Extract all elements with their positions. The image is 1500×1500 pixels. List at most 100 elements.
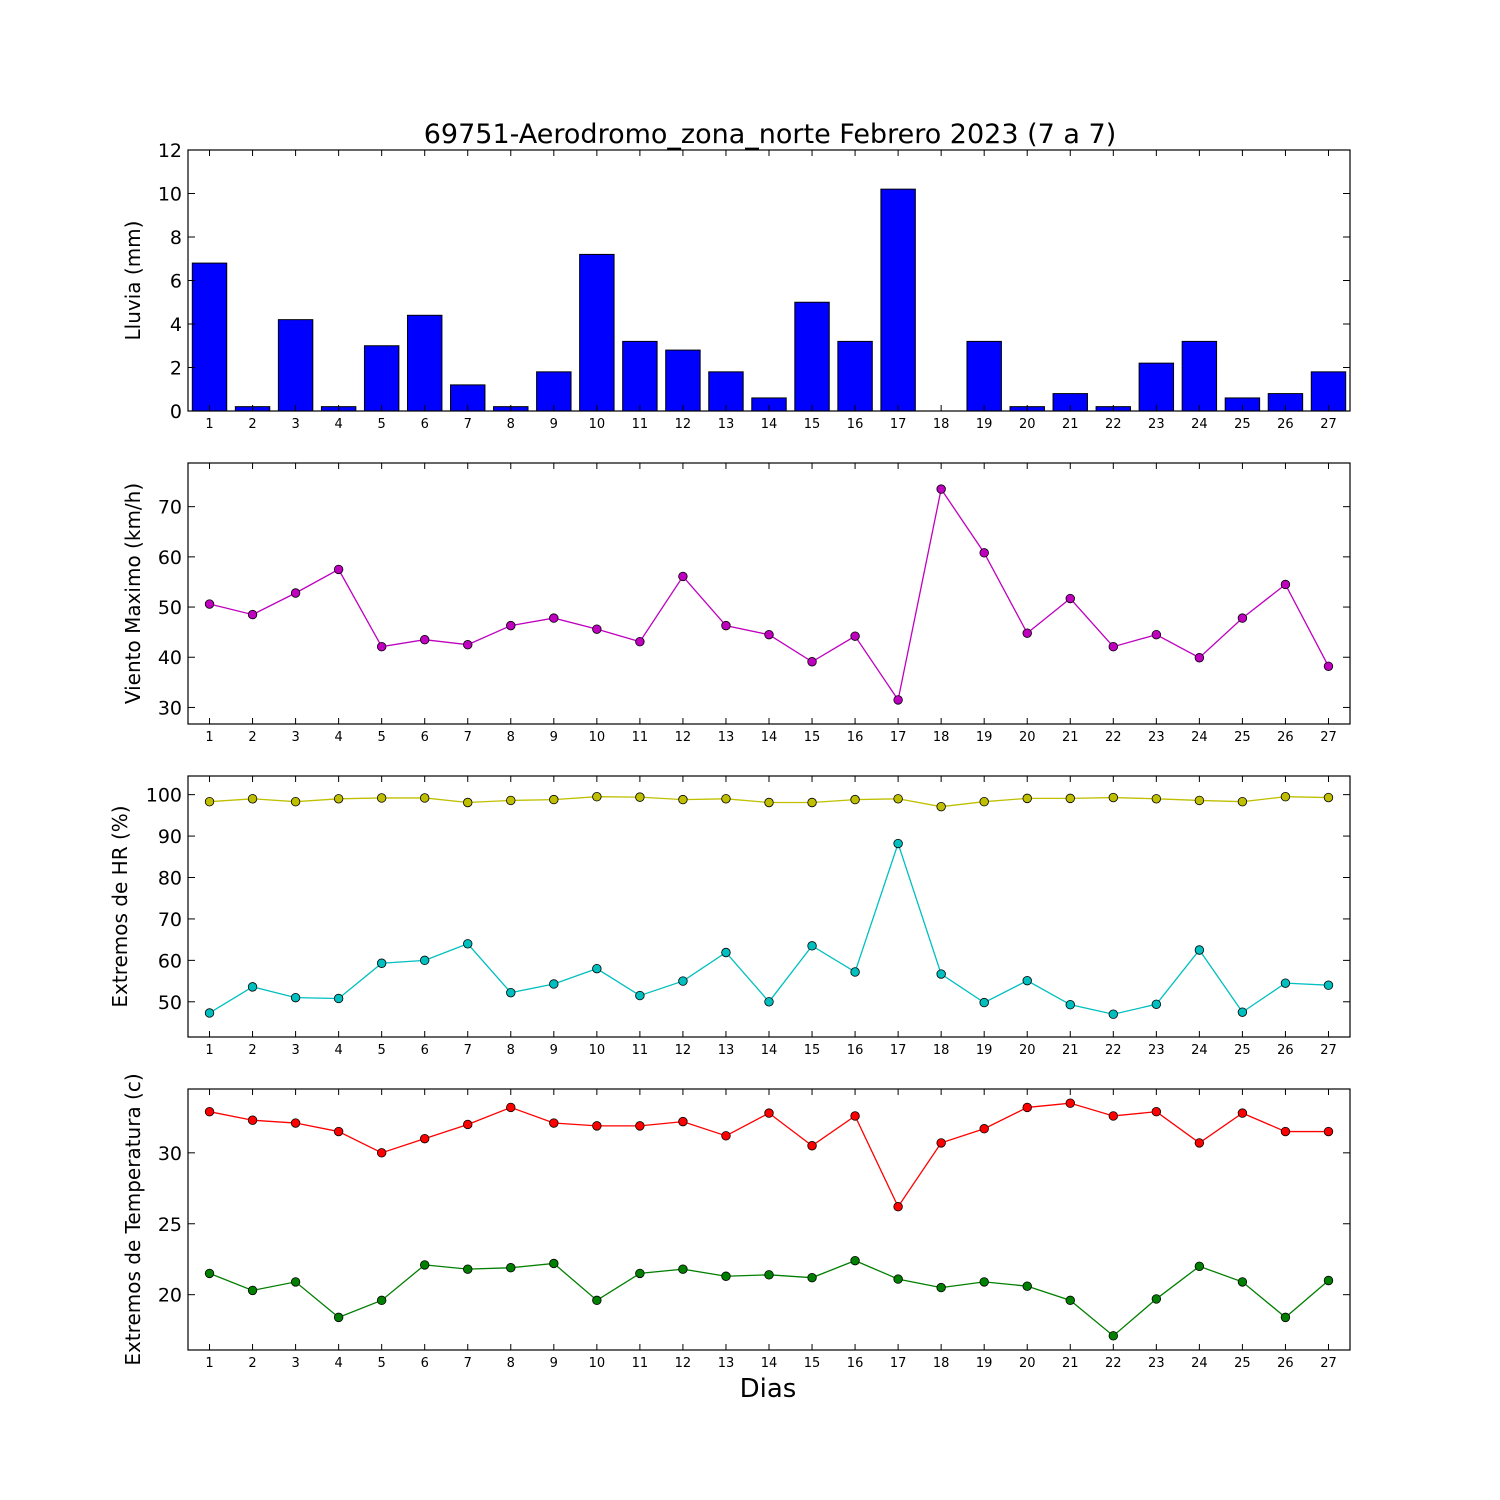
x-tick-label: 20 [1019,1356,1036,1371]
x-tick-label: 3 [291,417,299,432]
point-series-1-day-7 [463,797,473,808]
bar-day-10 [579,253,615,412]
point-series-1-day-10 [592,792,602,802]
x-tick-label: 21 [1062,417,1079,432]
x-tick-label: 8 [507,1356,515,1371]
x-tick-label: 21 [1062,730,1079,745]
x-tick-label: 20 [1019,417,1036,432]
x-tick-label: 12 [675,417,692,432]
y-axis-label-wind: Viento Maximo (km/h) [121,483,145,704]
x-tick-label: 1 [205,1043,213,1058]
point-series-2-day-14 [764,1270,774,1280]
x-tick-label: 16 [847,730,864,745]
x-tick-label: 18 [933,1043,950,1058]
point-series-2-day-5 [376,958,387,968]
point-series-1-day-16 [850,1111,860,1121]
x-tick-label: 27 [1320,1043,1337,1058]
x-tick-label: 21 [1062,1356,1079,1371]
point-series-1-day-22 [1108,792,1119,803]
point-series-1-day-25 [1237,796,1248,807]
point-series-1-day-2 [247,609,258,620]
y-tick-label: 50 [158,597,182,619]
y-tick-label: 30 [158,697,182,719]
point-series-2-day-1 [204,1268,215,1279]
point-series-1-day-13 [721,620,731,631]
point-series-2-day-14 [764,997,774,1007]
x-tick-label: 17 [890,730,907,745]
x-tick-label: 7 [464,1356,472,1371]
x-tick-label: 14 [761,417,778,432]
y-tick-label: 60 [158,547,182,569]
y-tick-label: 8 [170,227,182,249]
x-tick-label: 24 [1191,1043,1208,1058]
point-series-2-day-2 [247,1285,258,1296]
point-series-2-day-9 [549,1258,559,1269]
point-series-2-day-2 [247,982,258,992]
point-series-1-day-13 [721,1131,731,1141]
x-tick-label: 26 [1277,1043,1294,1058]
x-tick-label: 8 [507,730,515,745]
point-series-1-day-9 [549,613,559,623]
x-tick-label: 5 [378,730,386,745]
y-tick-label: 30 [158,1143,182,1165]
series-line-2 [209,841,1329,1015]
y-tick-label: 40 [158,647,182,669]
point-series-1-day-8 [506,1102,516,1113]
y-axis-label-temperature: Extremos de Temperatura (c) [121,1073,145,1365]
point-series-1-day-5 [376,1148,387,1158]
x-tick-label: 27 [1320,730,1337,745]
x-tick-label: 4 [334,1356,342,1371]
point-series-2-day-21 [1065,999,1075,1010]
x-tick-label: 3 [291,1043,299,1058]
x-tick-label: 19 [976,730,993,745]
x-tick-label: 25 [1234,730,1251,745]
y-tick-label: 0 [170,401,182,423]
x-tick-label: 21 [1062,1043,1079,1058]
axes-frame [187,1088,1351,1351]
x-tick-label: 25 [1234,1356,1251,1371]
point-series-2-day-4 [333,1312,344,1323]
x-tick-label: 6 [421,417,429,432]
point-series-1-day-21 [1065,1098,1075,1108]
point-series-1-day-15 [807,797,817,808]
point-series-2-day-27 [1323,1275,1334,1286]
point-series-1-day-26 [1280,1126,1291,1137]
point-series-2-day-5 [376,1295,387,1306]
point-series-2-day-25 [1237,1007,1248,1017]
bar-day-13 [708,371,744,412]
point-series-1-day-15 [807,657,817,667]
bar-day-12 [665,349,701,412]
bar-day-27 [1310,371,1347,412]
x-tick-label: 11 [632,417,649,432]
point-series-1-day-23 [1151,629,1162,640]
point-series-1-day-15 [807,1141,817,1151]
x-tick-label: 26 [1277,1356,1294,1371]
point-series-2-day-7 [463,939,473,949]
x-tick-label: 24 [1191,417,1208,432]
y-tick-label: 60 [158,950,182,972]
point-series-1-day-17 [893,695,903,705]
point-series-1-day-26 [1280,792,1291,802]
point-series-2-day-22 [1108,1009,1119,1019]
point-series-1-day-22 [1108,642,1119,652]
x-tick-label: 2 [248,1356,256,1371]
x-tick-label: 16 [847,417,864,432]
point-series-2-day-11 [635,1268,645,1279]
x-tick-label: 17 [890,1043,907,1058]
point-series-1-day-19 [979,1124,989,1134]
y-tick-label: 70 [158,497,182,519]
x-tick-label: 26 [1277,730,1294,745]
point-series-1-day-7 [463,640,473,650]
y-tick-label: 100 [146,785,182,807]
point-series-1-day-4 [333,794,344,804]
x-tick-label: 23 [1148,1356,1165,1371]
point-series-2-day-19 [979,1277,989,1287]
point-series-2-day-13 [721,1271,731,1281]
x-tick-label: 24 [1191,1356,1208,1371]
y-tick-label: 70 [158,909,182,931]
x-tick-label: 15 [804,730,821,745]
point-series-1-day-5 [376,642,387,652]
point-series-1-day-6 [420,634,430,645]
point-series-2-day-15 [807,1272,817,1283]
